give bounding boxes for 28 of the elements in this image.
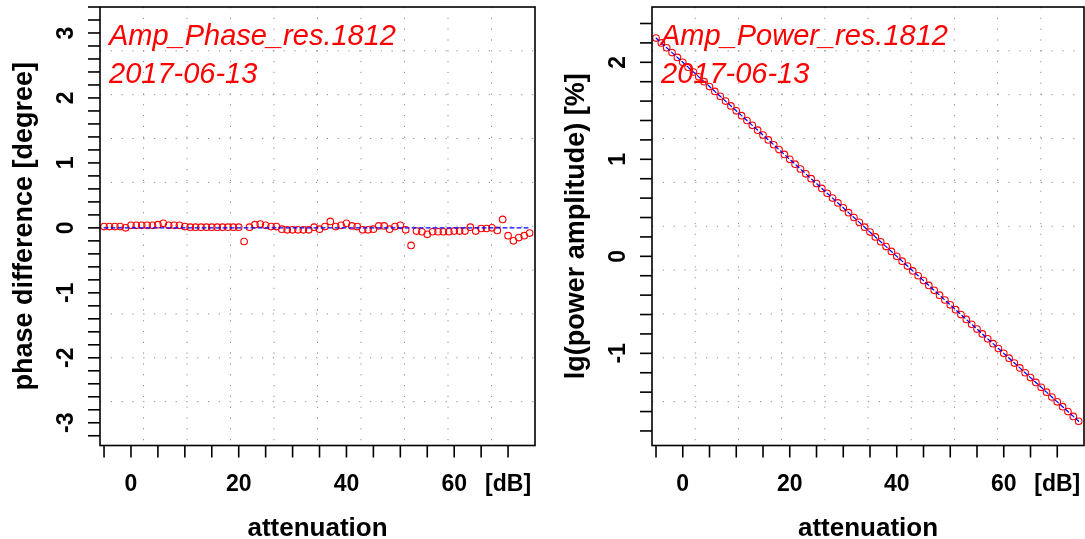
y-tick-label: 0	[52, 221, 78, 235]
y-tick-label: -2	[52, 347, 78, 369]
text: 2017-06-13	[108, 57, 258, 89]
y-tick-label: 3	[52, 26, 78, 40]
y-tick-label: 2	[52, 91, 78, 105]
x-tick-label: 60	[441, 470, 467, 496]
x-tick-label: 40	[883, 470, 910, 496]
x-tick-label: 0	[124, 470, 138, 496]
y-axis-title: lg(power amplitude) [%]	[560, 73, 590, 380]
x-tick-label: [dB]	[1034, 470, 1081, 496]
chart-title: Amp_Power_res.1812	[659, 19, 948, 51]
x-tick-label: [dB]	[485, 470, 532, 496]
x-axis-title: attenuation	[797, 512, 939, 539]
chart-title: Amp_Phase_res.1812	[107, 19, 396, 51]
x-tick-label: 40	[333, 470, 360, 496]
y-axis-title: phase difference [degree]	[8, 61, 38, 391]
x-tick-label: 0	[676, 470, 690, 496]
y-tick-label: 2	[604, 55, 630, 69]
x-axis-title: attenuation	[247, 512, 388, 539]
y-tick-label: 0	[604, 249, 630, 263]
y-tick-label: -1	[52, 282, 78, 304]
x-tick-label: 20	[225, 470, 252, 496]
x-tick-label: 60	[990, 470, 1017, 496]
y-tick-label: 1	[52, 156, 78, 170]
y-tick-label: -1	[604, 342, 630, 364]
y-tick-label: 1	[604, 152, 630, 166]
y-tick-label: -3	[52, 412, 78, 433]
x-tick-label: 20	[776, 470, 803, 496]
